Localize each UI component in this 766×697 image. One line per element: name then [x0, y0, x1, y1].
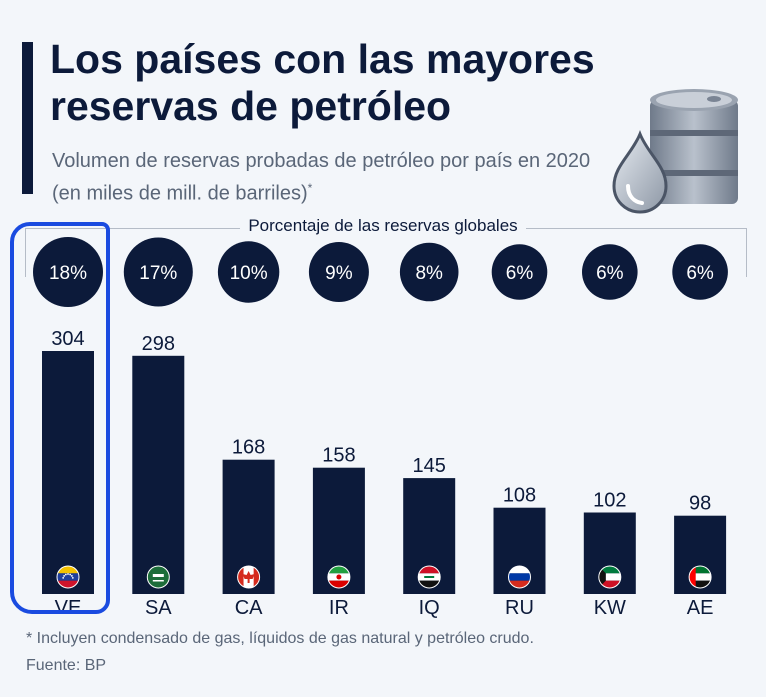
highlight-outline	[10, 222, 110, 614]
iran-flag-icon	[327, 565, 351, 589]
percent-label-kw: 6%	[596, 263, 624, 284]
percent-circle-kw	[582, 244, 638, 300]
category-label-sa: SA	[145, 597, 172, 619]
percent-circle-ir	[308, 242, 369, 302]
percent-circle-ve	[33, 237, 103, 307]
category-label-iq: IQ	[419, 597, 440, 619]
percent-label-ru: 6%	[506, 263, 534, 284]
russia-flag-icon	[508, 565, 531, 589]
percent-label-iq: 8%	[415, 263, 443, 284]
saudi-arabia-flag-icon	[146, 565, 170, 589]
bar-sa	[132, 355, 185, 594]
chart-title: Los países con las mayores reservas de p…	[50, 36, 595, 129]
oil-barrel-icon	[612, 89, 738, 214]
footnote: * Incluyen condensado de gas, líquidos d…	[26, 630, 534, 647]
value-label-sa: 298	[142, 333, 175, 355]
percent-circle-ru	[491, 244, 548, 300]
iraq-flag-icon	[417, 565, 441, 589]
percent-circle-iq	[399, 242, 459, 302]
percent-header: Porcentaje de las reservas globales	[0, 216, 766, 236]
value-label-ve: 304	[51, 328, 84, 350]
value-label-ca: 168	[232, 437, 265, 459]
value-label-ae: 98	[689, 493, 711, 515]
source-note: Fuente: BP	[26, 657, 107, 674]
title-accent-bar	[22, 42, 33, 194]
kuwait-flag-icon	[598, 565, 622, 589]
canada-flag-icon	[237, 565, 261, 589]
percent-circle-ca	[217, 241, 280, 303]
category-label-kw: KW	[594, 597, 626, 619]
venezuela-flag-icon	[56, 565, 80, 589]
percent-circle-ae	[672, 244, 728, 300]
category-label-ru: RU	[505, 597, 534, 619]
percent-label-sa: 17%	[139, 263, 177, 284]
category-label-ir: IR	[329, 597, 349, 619]
uae-flag-icon	[688, 565, 712, 589]
category-label-ca: CA	[235, 597, 263, 619]
value-label-iq: 145	[413, 455, 446, 477]
value-label-ru: 108	[503, 485, 536, 507]
value-label-ir: 158	[322, 445, 355, 467]
category-label-ae: AE	[687, 597, 714, 619]
percent-label-ir: 9%	[325, 263, 353, 284]
bar-ve	[42, 351, 94, 594]
chart-subtitle: Volumen de reservas probadas de petróleo…	[52, 148, 612, 208]
subtitle-asterisk: *	[307, 181, 313, 195]
percent-label-ca: 10%	[230, 263, 268, 284]
percent-circle-sa	[123, 237, 193, 307]
percent-header-text: Porcentaje de las reservas globales	[240, 216, 526, 235]
value-label-kw: 102	[593, 489, 626, 511]
subtitle-text: Volumen de reservas probadas de petróleo…	[52, 150, 591, 205]
percent-label-ae: 6%	[686, 263, 714, 284]
percent-label-ve: 18%	[49, 263, 87, 284]
